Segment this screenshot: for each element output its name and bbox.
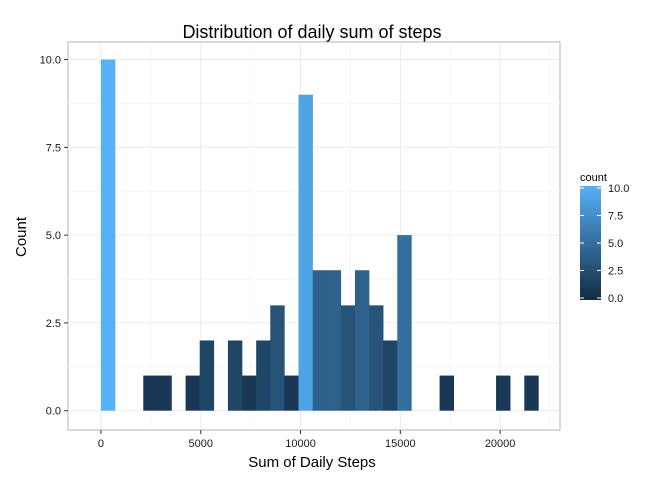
y-tick-label: 0.0 — [46, 406, 61, 418]
histogram-bar — [383, 340, 398, 411]
x-tick-label: 10000 — [285, 438, 316, 450]
histogram-bar — [199, 340, 215, 411]
y-tick-label: 5.0 — [46, 230, 61, 242]
histogram-bar — [157, 375, 172, 411]
histogram-bar — [143, 375, 158, 411]
legend-label: 5.0 — [608, 238, 623, 250]
histogram-bar — [397, 235, 412, 411]
histogram-bar — [340, 305, 356, 411]
histogram-bar — [270, 305, 285, 411]
histogram-bar — [312, 270, 328, 411]
histogram-bar — [242, 375, 257, 411]
histogram-bar — [185, 375, 201, 411]
chart-title: Distribution of daily sum of steps — [182, 22, 441, 42]
histogram-bar — [100, 59, 116, 411]
histogram-bar — [284, 375, 299, 411]
histogram-bar — [524, 375, 539, 411]
legend-colorbar — [580, 186, 601, 300]
legend-ticks: 10.0 7.5 5.0 2.5 0.0 — [580, 183, 629, 305]
y-tick-label: 7.5 — [46, 142, 61, 154]
histogram-bar — [496, 375, 511, 411]
x-axis-title: Sum of Daily Steps — [248, 454, 376, 471]
y-tick-label: 10.0 — [40, 55, 61, 67]
x-tick-label: 15000 — [385, 438, 416, 450]
histogram-bar — [298, 94, 313, 411]
x-tick-label: 20000 — [485, 438, 516, 450]
axes: 0 5000 10000 15000 20000 0.0 2.5 5.0 7.5 10.0 — [40, 55, 516, 450]
histogram-bars — [100, 59, 539, 411]
y-tick-label: 2.5 — [46, 318, 61, 330]
x-tick-label: 5000 — [188, 438, 212, 450]
legend-title: count — [580, 172, 607, 184]
histogram-bar — [369, 305, 384, 411]
histogram-bar — [256, 340, 271, 411]
histogram-bar — [354, 270, 370, 411]
y-axis-title: Count — [13, 216, 30, 257]
x-tick-label: 0 — [98, 438, 104, 450]
histogram-bar — [326, 270, 342, 411]
legend-label: 2.5 — [608, 266, 623, 278]
histogram-bar — [227, 340, 243, 411]
histogram-bar — [439, 375, 455, 411]
legend: count 10.0 7.5 5.0 2.5 0.0 — [580, 172, 629, 305]
legend-label: 7.5 — [608, 211, 623, 223]
legend-label: 0.0 — [608, 293, 623, 305]
legend-label: 10.0 — [608, 183, 629, 195]
